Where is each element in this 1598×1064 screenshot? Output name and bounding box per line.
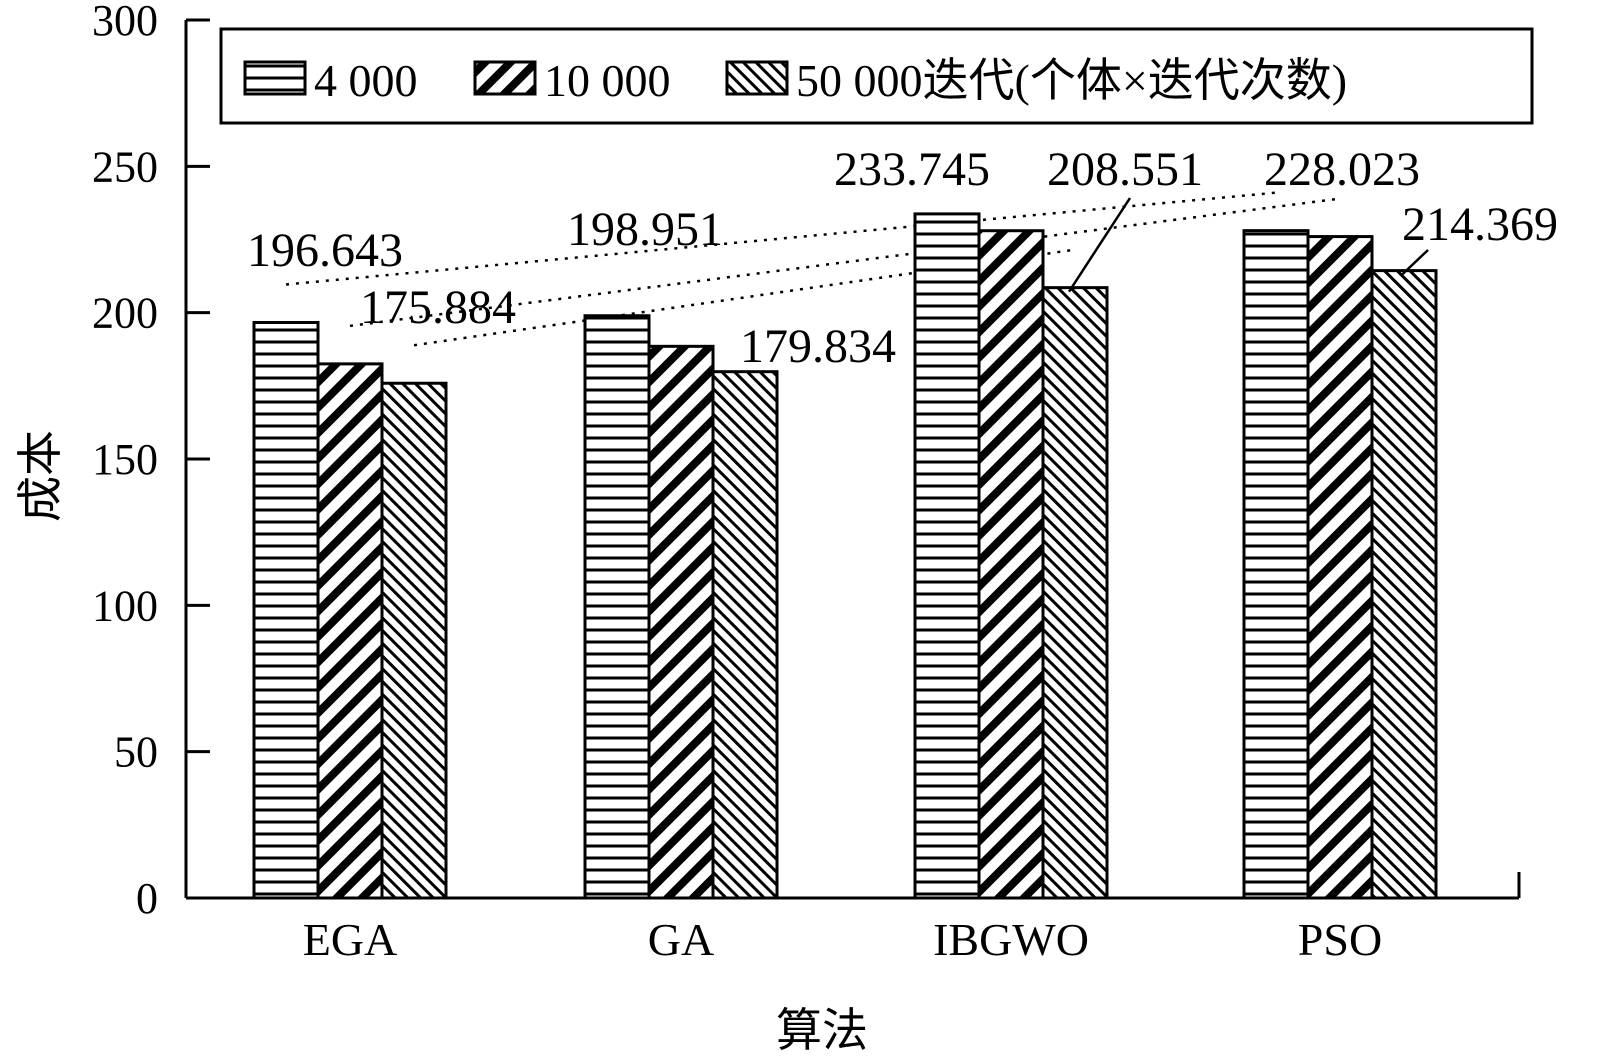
legend-swatch-4000: [243, 60, 307, 96]
y-tick-label: 50: [114, 728, 158, 777]
category-label-group: EGA GA IBGWO PSO: [303, 914, 1382, 965]
bar-50000-ga: [711, 370, 779, 900]
x-tick-label: GA: [648, 914, 714, 965]
bar-4000-ibgwo: [913, 212, 981, 900]
bar-4000-ga: [583, 314, 651, 900]
legend-label-suffix: 迭代(个体×迭代次数): [923, 55, 1348, 106]
bar-4000-pso: [1242, 229, 1310, 900]
x-tick-label: PSO: [1298, 914, 1382, 965]
trend-line-2: [413, 248, 1076, 347]
legend-label-50000: 50 000迭代(个体×迭代次数): [796, 55, 1347, 106]
leader-line-pso: [1401, 249, 1429, 276]
x-tick-label: EGA: [303, 914, 398, 965]
y-tick-label: 200: [92, 289, 158, 338]
legend-label-4000: 4 000: [314, 55, 418, 106]
data-label: 208.551: [1047, 143, 1203, 196]
y-tick-label: 150: [92, 435, 158, 484]
data-label: 233.745: [834, 143, 990, 196]
data-label: 175.884: [360, 281, 516, 334]
legend-label-10000: 10 000: [544, 55, 671, 106]
legend-swatch-50000: [725, 60, 789, 96]
legend-label-50000-name: 50 000: [796, 55, 923, 106]
x-tick-label: IBGWO: [933, 914, 1089, 965]
y-tick-label: 100: [92, 581, 158, 630]
bar-50000-ega: [380, 381, 448, 900]
y-tick-label: 0: [136, 874, 158, 923]
bar-4000-ega: [252, 320, 320, 900]
data-label: 228.023: [1264, 143, 1420, 196]
data-label: 179.834: [740, 320, 896, 373]
data-label: 198.951: [567, 203, 723, 256]
bar-10000-ga: [647, 344, 715, 900]
y-axis-title: 成本: [15, 430, 66, 522]
bar-group: [252, 212, 1438, 900]
trend-line-1: [349, 197, 1341, 328]
bar-10000-pso: [1306, 235, 1374, 900]
bar-50000-pso: [1370, 269, 1438, 900]
legend-swatch-10000: [473, 60, 537, 96]
y-tick-label: 300: [92, 0, 158, 45]
bar-50000-ibgwo: [1041, 286, 1109, 900]
bar-10000-ibgwo: [977, 229, 1045, 900]
legend-box: [219, 27, 1534, 125]
y-tick-group: 0 50 100 150 200 250 300: [92, 0, 210, 923]
trend-line-0: [285, 191, 1277, 286]
data-label: 196.643: [247, 224, 403, 277]
trend-line-group: [285, 191, 1341, 347]
y-tick-label: 250: [92, 142, 158, 191]
x-axis-title: 算法: [776, 1005, 868, 1056]
bar-10000-ega: [316, 362, 384, 900]
leader-line-ibgwo: [1067, 197, 1132, 293]
data-label: 214.369: [1402, 198, 1558, 251]
legend: 4 000 10 000 50 000迭代(个体×迭代次数): [219, 27, 1534, 125]
